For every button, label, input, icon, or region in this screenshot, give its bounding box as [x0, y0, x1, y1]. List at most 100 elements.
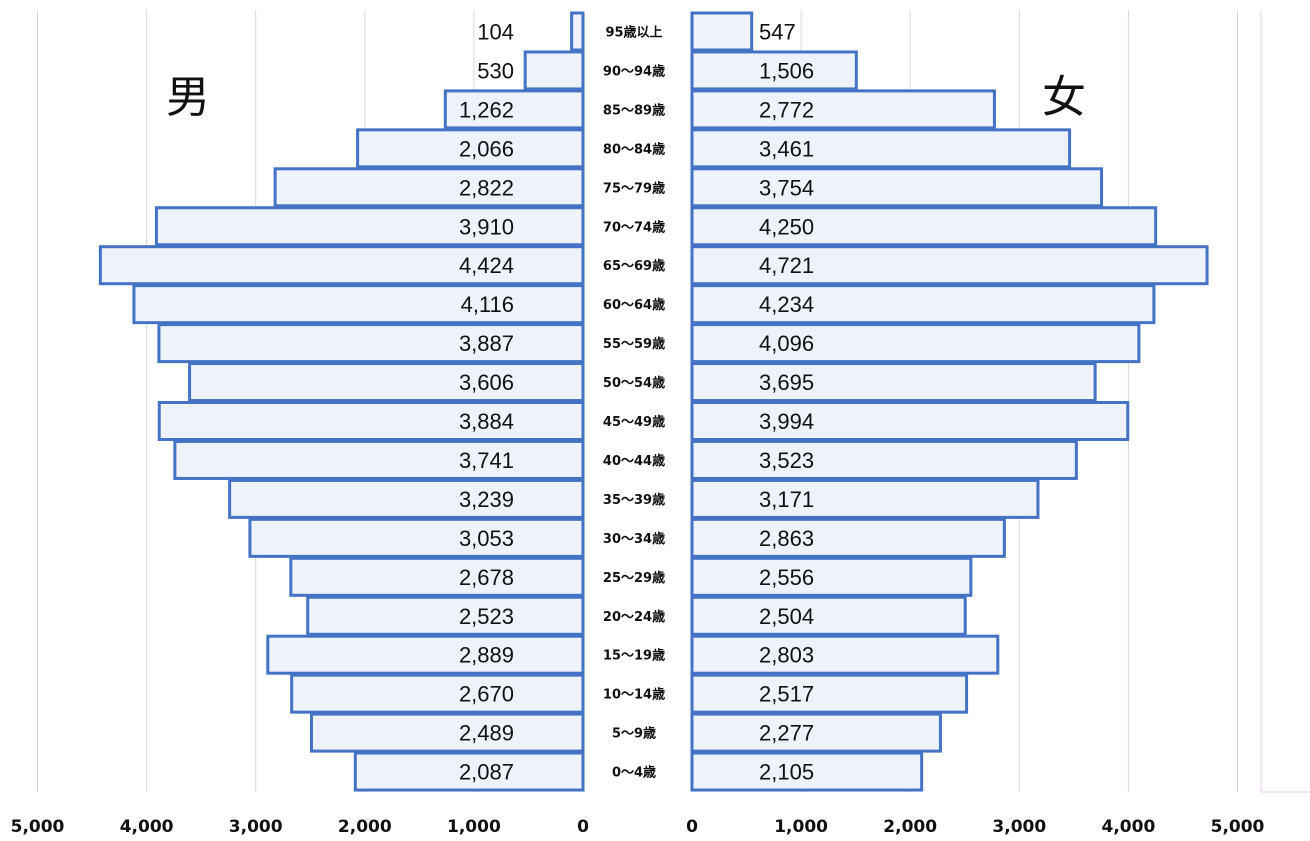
- age-label: 50～54歳: [603, 375, 665, 391]
- tick-label-right: 2,000: [883, 817, 937, 837]
- value-label-male: 2,087: [459, 760, 514, 785]
- value-label-female: 2,556: [759, 565, 814, 590]
- age-label: 85～89歳: [603, 102, 665, 118]
- value-label-female: 2,277: [759, 721, 814, 746]
- age-label: 5～9歳: [612, 726, 656, 742]
- bar-male: [273, 167, 585, 208]
- labels: 104 547 95歳以上 530 1,506 90～94歳 1,262 2,772 85～89…: [459, 20, 814, 785]
- tick-label-right: 0: [686, 817, 698, 837]
- bar-female: [690, 712, 942, 753]
- value-label-female: 2,772: [759, 97, 814, 122]
- value-label-male: 3,887: [459, 331, 514, 356]
- bar-female: [690, 323, 1141, 364]
- tick-label-right: 5,000: [1211, 817, 1265, 837]
- bar-female: [690, 128, 1072, 169]
- value-label-male: 2,822: [459, 175, 514, 200]
- tick-label-right: 4,000: [1102, 817, 1156, 837]
- value-label-female: 547: [759, 20, 796, 45]
- bar-female: [690, 206, 1158, 247]
- age-label: 15～19歳: [603, 648, 665, 664]
- age-label: 55～59歳: [603, 336, 665, 352]
- age-label: 80～84歳: [603, 141, 665, 157]
- value-label-female: 3,523: [759, 448, 814, 473]
- bar-male: [353, 751, 585, 792]
- bar-male: [289, 556, 585, 597]
- bar-female: [690, 362, 1097, 403]
- tick-label-left: 4,000: [120, 817, 174, 837]
- age-label: 60～64歳: [603, 297, 665, 313]
- bar-female: [690, 673, 969, 714]
- age-label: 10～14歳: [603, 687, 665, 703]
- value-label-female: 3,695: [759, 370, 814, 395]
- bar-female: [690, 245, 1209, 286]
- bar-female: [690, 634, 1000, 675]
- value-label-male: 2,066: [459, 136, 514, 161]
- value-label-female: 2,504: [759, 604, 814, 629]
- value-label-female: 2,863: [759, 526, 814, 551]
- tick-label-right: 1,000: [774, 817, 828, 837]
- tick-label-right: 3,000: [992, 817, 1046, 837]
- bar-male: [98, 245, 585, 286]
- bar-male: [309, 712, 585, 753]
- value-label-male: 3,910: [459, 214, 514, 239]
- age-label: 75～79歳: [603, 180, 665, 196]
- value-label-female: 4,234: [759, 292, 814, 317]
- value-label-male: 4,116: [461, 292, 514, 317]
- bar-male: [154, 206, 585, 247]
- bar-male: [228, 478, 585, 519]
- bar-female: [690, 478, 1040, 519]
- age-label: 65～69歳: [603, 258, 665, 274]
- value-label-male: 3,606: [459, 370, 514, 395]
- age-label: 40～44歳: [603, 453, 665, 469]
- value-label-male: 3,053: [459, 526, 514, 551]
- value-label-female: 2,517: [759, 682, 814, 707]
- value-label-female: 1,506: [759, 58, 814, 83]
- value-label-female: 3,171: [759, 487, 814, 512]
- tick-labels: 5,000 4,000 3,000 2,000 1,000 0 0 1,000 2,000 3,0…: [11, 817, 1265, 837]
- age-label: 0～4歳: [612, 765, 656, 781]
- tick-label-left: 5,000: [11, 817, 65, 837]
- value-label-male: 2,678: [459, 565, 514, 590]
- bar-female: [690, 50, 858, 91]
- bar-male: [173, 439, 585, 480]
- age-label: 90～94歳: [603, 63, 665, 79]
- bar-female: [690, 401, 1130, 441]
- bar-female: [690, 89, 996, 130]
- age-label: 35～39歳: [603, 492, 665, 508]
- tick-label-left: 1,000: [447, 817, 501, 837]
- bar-male: [523, 50, 585, 91]
- value-label-male: 3,884: [459, 409, 514, 434]
- value-label-male: 2,489: [459, 721, 514, 746]
- age-label: 20～24歳: [603, 609, 665, 625]
- value-label-male: 104: [477, 20, 514, 45]
- bar-male: [570, 11, 585, 52]
- bar-female: [690, 556, 973, 597]
- bar-male: [443, 89, 585, 130]
- bar-female: [690, 517, 1006, 558]
- age-label: 70～74歳: [603, 219, 665, 235]
- value-label-female: 2,803: [759, 643, 814, 668]
- value-label-male: 3,239: [459, 487, 514, 512]
- bar-female: [690, 595, 967, 636]
- value-label-female: 3,461: [759, 136, 814, 161]
- value-label-male: 2,670: [459, 682, 514, 707]
- bars: [98, 11, 1209, 792]
- bar-female: [690, 11, 754, 52]
- bar-male: [132, 284, 585, 325]
- value-label-female: 3,994: [759, 409, 814, 434]
- value-label-male: 2,523: [459, 604, 514, 629]
- tick-label-left: 2,000: [338, 817, 392, 837]
- series-label-female: 女: [1042, 72, 1086, 123]
- value-label-male: 2,889: [459, 643, 514, 668]
- value-label-female: 4,721: [759, 253, 814, 278]
- bar-female: [690, 167, 1104, 208]
- value-label-female: 3,754: [759, 175, 814, 200]
- age-label: 25～29歳: [603, 570, 665, 586]
- tick-label-left: 0: [577, 817, 589, 837]
- bar-female: [690, 284, 1156, 325]
- bar-male: [266, 634, 585, 675]
- value-label-male: 530: [477, 58, 514, 83]
- value-label-male: 3,741: [459, 448, 514, 473]
- age-label: 45～49歳: [603, 414, 665, 430]
